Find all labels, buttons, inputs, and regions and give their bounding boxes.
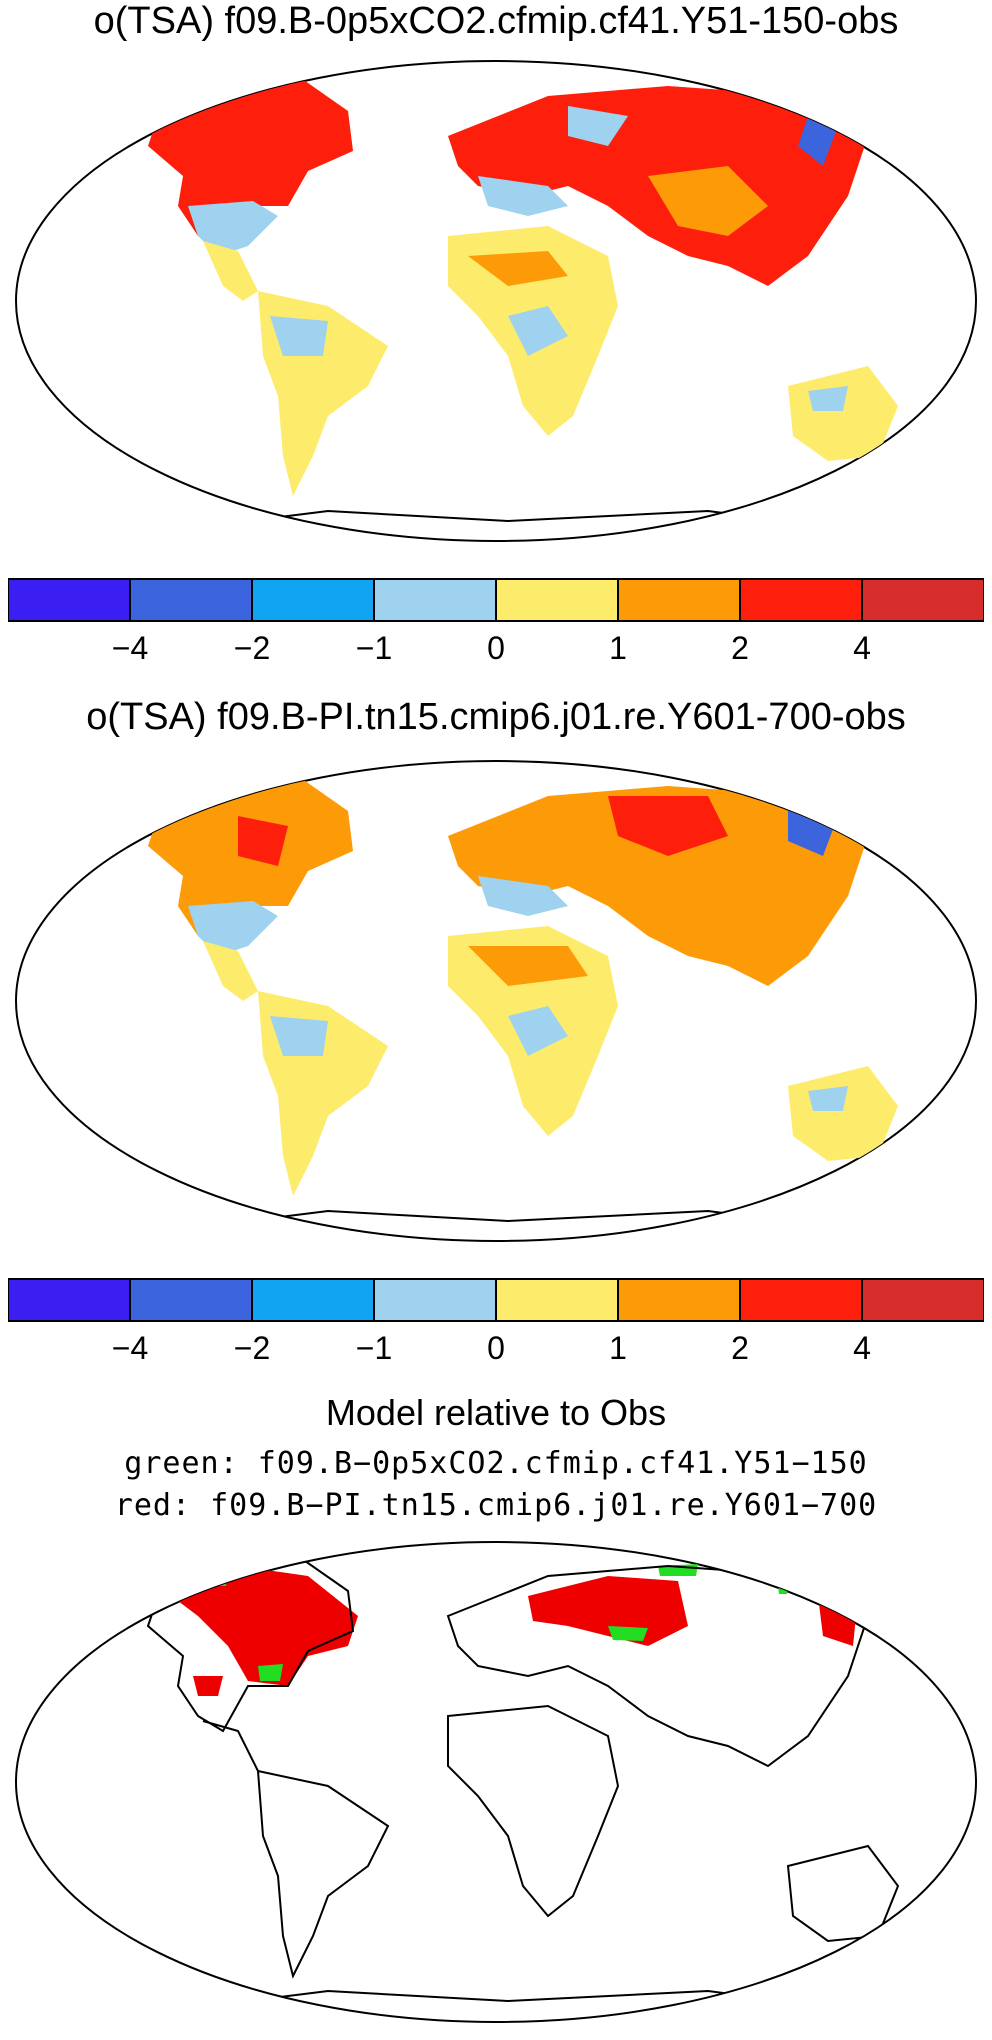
legend-red: red: f09.B−PI.tn15.cmip6.j01.re.Y601−700 xyxy=(114,1488,878,1523)
tick-label: 0 xyxy=(487,630,505,666)
panel2-colorbar-ticks: −4 −2 −1 0 1 2 4 xyxy=(8,1330,984,1370)
tick-label: −4 xyxy=(111,1330,149,1366)
continents xyxy=(148,776,898,1227)
panel1-map xyxy=(15,60,977,542)
tick-label: 2 xyxy=(731,1330,749,1366)
panel1-title: o(TSA) f09.B-0p5xCO2.cfmip.cf41.Y51-150-… xyxy=(93,0,899,42)
colorbar-segment xyxy=(129,1278,253,1322)
tick-label: 4 xyxy=(853,1330,871,1366)
tick-label: 4 xyxy=(853,630,871,666)
colorbar-segment xyxy=(251,1278,375,1322)
colorbar-segment xyxy=(129,578,253,622)
tick-label: −4 xyxy=(111,630,149,666)
tick-label: −2 xyxy=(233,630,271,666)
panel1-colorbar-ticks: −4 −2 −1 0 1 2 4 xyxy=(8,630,984,670)
colorbar-segment xyxy=(495,578,619,622)
colorbar-segment xyxy=(8,1278,131,1322)
tick-label: −1 xyxy=(355,1330,393,1366)
tick-label: 1 xyxy=(609,630,627,666)
panel2-map xyxy=(15,760,977,1242)
tick-label: 1 xyxy=(609,1330,627,1366)
tick-label: 0 xyxy=(487,1330,505,1366)
colorbar-segment xyxy=(617,1278,741,1322)
colorbar-segment xyxy=(861,578,984,622)
legend-green: green: f09.B−0p5xCO2.cfmip.cf41.Y51−150 xyxy=(124,1446,868,1481)
continents xyxy=(148,76,898,527)
panel2-title: o(TSA) f09.B-PI.tn15.cmip6.j01.re.Y601-7… xyxy=(86,696,906,738)
tick-label: −1 xyxy=(355,630,393,666)
tick-label: 2 xyxy=(731,630,749,666)
tick-label: −2 xyxy=(233,1330,271,1366)
panel3-map xyxy=(15,1541,977,2023)
colorbar-segment xyxy=(251,578,375,622)
panel3-title: Model relative to Obs xyxy=(325,1392,667,1433)
colorbar-segment xyxy=(8,578,131,622)
colorbar-segment xyxy=(861,1278,984,1322)
panel1-colorbar xyxy=(8,578,984,622)
colorbar-segment xyxy=(617,578,741,622)
colorbar-segment xyxy=(495,1278,619,1322)
colorbar-segment xyxy=(373,578,497,622)
colorbar-segment xyxy=(739,578,863,622)
panel2-colorbar xyxy=(8,1278,984,1322)
colorbar-segment xyxy=(373,1278,497,1322)
colorbar-segment xyxy=(739,1278,863,1322)
